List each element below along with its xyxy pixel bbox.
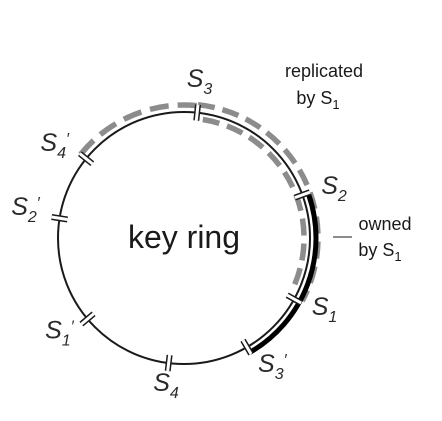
- node-sub-s2p: 2: [27, 209, 37, 226]
- node-prime-s1p: ′: [71, 319, 75, 336]
- replicated-label-sub: 1: [332, 97, 339, 112]
- replicated-label-prefix: by S: [296, 88, 332, 108]
- owned-arc-s2-s3p: [248, 194, 319, 355]
- owned-label-line2: by S1: [358, 240, 401, 264]
- replicated-annotation: replicated by S1: [285, 61, 363, 112]
- node-letter-s1: S: [312, 293, 329, 321]
- key-ring-circle: [57, 111, 311, 365]
- node-sub-s2: 2: [337, 188, 347, 205]
- node-letter-s2p: S: [11, 193, 28, 221]
- node-sub-s1p: 1: [62, 333, 71, 350]
- replicated-arc-s4p-s3: [78, 102, 199, 157]
- node-label-s4p: S4′: [40, 129, 70, 162]
- node-label-s1p: S1′: [45, 317, 75, 350]
- node-tick-fill-s3: [194, 104, 200, 121]
- node-sub-s3: 3: [203, 81, 212, 98]
- node-letter-s4: S: [153, 369, 170, 397]
- replicated-label-line1: replicated: [285, 61, 363, 81]
- node-label-s4: S4: [153, 369, 179, 402]
- node-tick-fill-s1p: [80, 312, 95, 326]
- replicated-label-line2: by S1: [296, 88, 339, 112]
- node-tick-fill-s2: [294, 190, 311, 200]
- node-prime-s4p: ′: [66, 131, 70, 148]
- node-tick-fill-s2p: [51, 215, 68, 221]
- node-label-s3p: S3′: [258, 350, 288, 383]
- replicated-arc-s3-s1-outer: [197, 101, 321, 303]
- node-letter-s1p: S: [45, 317, 62, 345]
- node-tick-fill-s4p: [78, 152, 94, 165]
- owned-label-prefix: by S: [358, 240, 394, 260]
- node-label-s2p: S2′: [11, 193, 41, 226]
- replicated-arc-s3-s1-inner: [202, 116, 307, 292]
- owned-annotation: owned by S1: [358, 214, 411, 264]
- node-letter-s2: S: [321, 172, 338, 200]
- node-tick-fill-s3p: [241, 339, 253, 355]
- node-tick-fill-s4: [166, 354, 172, 372]
- node-tick-fill-s1: [286, 293, 302, 305]
- center-label: key ring: [128, 219, 240, 255]
- node-prime-s2p: ′: [37, 195, 41, 212]
- node-sub-s4p: 4: [57, 145, 66, 162]
- node-letter-s4p: S: [40, 129, 57, 157]
- owned-label-sub: 1: [394, 249, 401, 264]
- node-label-s1: S1: [312, 293, 338, 326]
- node-prime-s3p: ′: [284, 352, 288, 369]
- node-sub-s1: 1: [328, 309, 337, 326]
- node-sub-s3p: 3: [275, 366, 284, 383]
- node-label-s3: S3: [187, 65, 213, 98]
- node-sub-s4: 4: [170, 385, 179, 402]
- owned-label-line1: owned: [358, 214, 411, 234]
- node-label-s2: S2: [321, 172, 347, 205]
- ticks-layer: [51, 104, 311, 372]
- node-letter-s3: S: [187, 65, 204, 93]
- arcs-layer: [78, 101, 321, 355]
- node-letter-s3p: S: [258, 350, 275, 378]
